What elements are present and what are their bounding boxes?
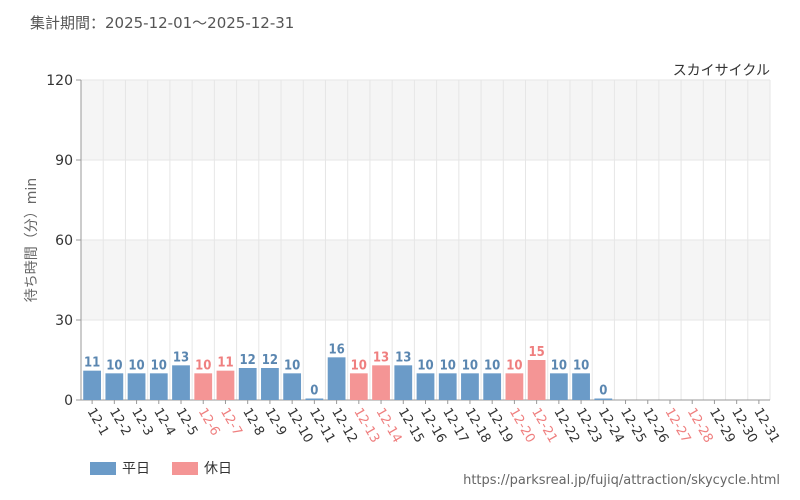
value-label-12-17: 10	[440, 358, 456, 373]
legend-label-holiday: 休日	[204, 461, 232, 477]
value-label-12-11: 0	[310, 384, 318, 399]
bar-12-10	[283, 373, 302, 400]
grid-band	[81, 80, 770, 160]
x-tick-label-12-7: 12-7	[217, 406, 245, 439]
y-tick-label: 0	[64, 393, 73, 409]
bar-12-3	[127, 373, 146, 400]
value-label-12-14: 13	[373, 350, 389, 365]
value-label-12-4: 10	[151, 358, 167, 373]
bar-12-22	[549, 373, 568, 400]
legend-swatch-weekday	[90, 461, 116, 475]
x-tick-label-12-1: 12-1	[84, 406, 112, 439]
grid-band	[81, 240, 770, 320]
bar-12-9	[261, 368, 279, 400]
x-tick-label-12-4: 12-4	[150, 406, 178, 439]
y-axis-label: 待ち時間（分）min	[24, 178, 40, 302]
value-label-12-21: 15	[528, 345, 544, 360]
bar-12-6	[194, 373, 213, 400]
value-label-12-9: 12	[262, 353, 278, 368]
value-label-12-20: 10	[506, 358, 522, 373]
legend-item-weekday[interactable]: 平日	[90, 458, 150, 478]
x-tick-label-12-2: 12-2	[106, 406, 134, 439]
bar-12-16	[416, 373, 435, 400]
y-tick-label: 60	[55, 233, 73, 249]
x-tick-label-12-8: 12-8	[239, 406, 267, 439]
bar-12-20	[505, 373, 524, 400]
x-tick-label-12-5: 12-5	[173, 406, 201, 439]
chart-title: スカイサイクル	[672, 63, 770, 79]
bar-12-12	[327, 357, 346, 400]
y-tick-label: 30	[55, 313, 73, 329]
bar-12-23	[572, 373, 590, 400]
bar-12-13	[349, 373, 368, 400]
legend: 平日 休日	[90, 458, 232, 478]
x-tick-label-12-6: 12-6	[195, 406, 223, 439]
value-label-12-5: 13	[173, 350, 189, 365]
value-label-12-7: 11	[217, 356, 233, 371]
bar-12-14	[372, 365, 390, 400]
value-label-12-6: 10	[195, 358, 211, 373]
value-label-12-22: 10	[551, 358, 567, 373]
bar-12-21	[527, 360, 546, 400]
bar-12-7	[216, 370, 235, 400]
source-url[interactable]: https://parksreal.jp/fujiq/attraction/sk…	[463, 473, 780, 488]
value-label-12-12: 16	[328, 342, 344, 357]
value-label-12-15: 13	[395, 350, 411, 365]
value-label-12-8: 12	[240, 353, 256, 368]
value-label-12-2: 10	[106, 358, 122, 373]
bar-12-5	[172, 365, 190, 400]
value-label-12-24: 0	[599, 384, 607, 399]
bar-12-11	[305, 398, 324, 400]
legend-label-weekday: 平日	[122, 461, 150, 477]
value-label-12-10: 10	[284, 358, 300, 373]
bar-12-2	[105, 373, 124, 400]
x-tick-label-12-3: 12-3	[128, 406, 156, 439]
bar-12-17	[438, 373, 457, 400]
value-label-12-3: 10	[128, 358, 144, 373]
x-tick-label-12-9: 12-9	[261, 406, 289, 439]
value-label-12-1: 11	[84, 356, 100, 371]
bar-12-8	[238, 368, 257, 400]
bar-12-19	[483, 373, 502, 400]
bar-12-4	[149, 373, 168, 400]
y-tick-label: 90	[55, 153, 73, 169]
period-label: 集計期間：2025-12-01～2025-12-31	[30, 14, 295, 32]
y-tick-label: 120	[46, 73, 73, 89]
legend-item-holiday[interactable]: 休日	[172, 458, 232, 478]
bar-12-15	[394, 365, 413, 400]
bar-12-24	[594, 398, 613, 400]
value-label-12-23: 10	[573, 358, 589, 373]
value-label-12-16: 10	[417, 358, 433, 373]
value-label-12-19: 10	[484, 358, 500, 373]
bar-12-1	[83, 370, 102, 400]
bar-12-18	[461, 373, 479, 400]
value-label-12-18: 10	[462, 358, 478, 373]
value-label-12-13: 10	[351, 358, 367, 373]
legend-swatch-holiday	[172, 461, 198, 475]
